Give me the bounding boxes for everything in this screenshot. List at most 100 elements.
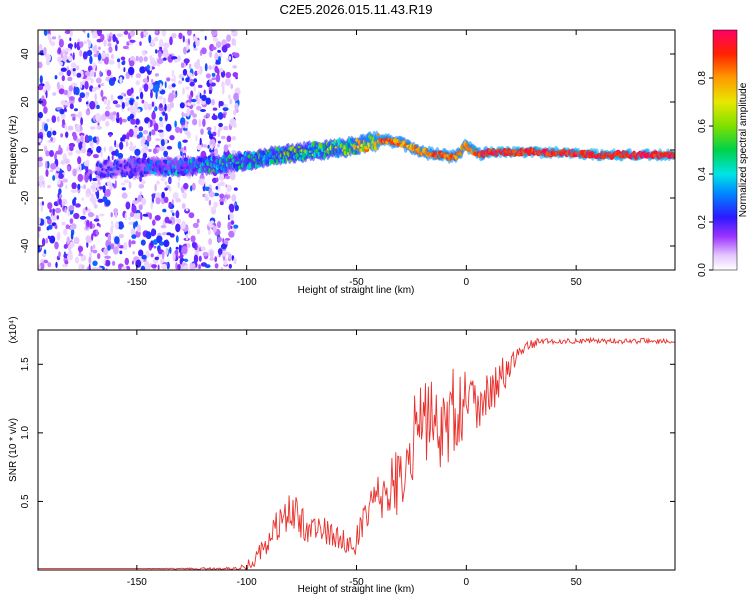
noise-speck [58, 38, 64, 48]
noise-speck [96, 146, 102, 153]
noise-speck [131, 93, 134, 99]
spectrogram-x-tick-label: -50 [349, 277, 364, 288]
noise-speck [58, 71, 64, 76]
snr-x-tick-label: -50 [349, 577, 364, 588]
noise-speck [129, 105, 135, 113]
noise-speck [135, 212, 142, 220]
noise-speck [141, 197, 147, 206]
noise-speck [230, 30, 236, 33]
noise-speck [38, 216, 41, 225]
noise-speck [85, 101, 89, 105]
noise-speck [218, 56, 221, 63]
noise-speck [160, 177, 166, 182]
noise-speck [183, 146, 186, 151]
noise-speck [163, 196, 169, 203]
noise-speck [117, 62, 121, 69]
noise-speck [147, 83, 154, 90]
snr-x-tick-label: -150 [127, 577, 147, 588]
noise-speck [92, 45, 98, 52]
noise-speck [129, 141, 133, 147]
noise-speck [179, 102, 185, 109]
noise-speck [139, 41, 142, 46]
noise-speck [200, 109, 206, 112]
noise-speck [155, 197, 161, 205]
noise-speck [215, 186, 219, 190]
noise-speck [156, 180, 160, 185]
noise-speck [105, 121, 110, 127]
noise-speck [114, 140, 117, 148]
noise-speck [209, 79, 213, 84]
noise-speck [38, 61, 43, 69]
noise-speck [198, 119, 202, 128]
noise-speck [75, 149, 81, 154]
noise-speck [131, 204, 137, 214]
noise-speck [210, 206, 216, 210]
noise-speck [89, 196, 96, 203]
noise-speck [151, 264, 158, 269]
noise-speck [85, 235, 92, 243]
noise-speck [67, 43, 73, 48]
noise-speck [110, 220, 114, 226]
noise-speck [219, 198, 225, 203]
noise-speck [230, 171, 236, 181]
noise-speck [169, 246, 172, 254]
noise-speck [45, 161, 48, 169]
noise-speck [83, 184, 86, 190]
noise-speck [178, 244, 182, 254]
noise-speck [64, 123, 68, 131]
noise-speck [95, 113, 101, 122]
noise-speck [41, 238, 46, 247]
noise-speck [62, 48, 65, 55]
noise-speck [182, 127, 188, 131]
noise-speck [128, 239, 132, 248]
noise-speck [228, 253, 232, 260]
noise-speck [77, 183, 81, 190]
noise-speck [86, 49, 93, 57]
ridge-blob [618, 151, 622, 154]
noise-speck [194, 70, 198, 77]
noise-speck [134, 106, 138, 113]
noise-speck [38, 142, 41, 146]
noise-speck [70, 62, 77, 68]
spectrogram-y-label: Frequency (Hz) [8, 116, 19, 185]
noise-speck [201, 47, 207, 55]
noise-speck [213, 201, 218, 208]
noise-speck [85, 91, 90, 96]
noise-speck [177, 252, 181, 257]
noise-speck [96, 136, 99, 142]
noise-speck [67, 253, 73, 261]
noise-speck [41, 98, 47, 107]
noise-speck [219, 100, 224, 107]
noise-speck [54, 241, 59, 250]
noise-speck [79, 164, 82, 173]
noise-speck [102, 195, 108, 203]
noise-speck [125, 201, 131, 210]
noise-speck [60, 100, 66, 106]
noise-speck [72, 116, 76, 121]
noise-speck [175, 210, 180, 219]
noise-speck [52, 175, 56, 181]
noise-speck [77, 245, 84, 253]
spectrogram-x-tick-label: 50 [571, 277, 583, 288]
noise-speck [100, 34, 105, 41]
noise-speck [123, 30, 129, 35]
noise-speck [215, 61, 221, 65]
noise-speck [119, 117, 123, 125]
noise-speck [154, 256, 160, 261]
noise-speck [155, 91, 158, 100]
noise-speck [175, 223, 181, 233]
noise-speck [115, 143, 119, 148]
noise-speck [97, 52, 102, 61]
spectrogram-y-ticks: -40 -20 0 20 40 [20, 48, 675, 253]
noise-speck [183, 265, 189, 270]
noise-speck [84, 80, 89, 90]
noise-speck [157, 264, 160, 270]
noise-speck [57, 173, 64, 180]
noise-speck [159, 83, 162, 91]
noise-speck [166, 77, 171, 82]
noise-speck [160, 224, 167, 229]
noise-speck [121, 266, 127, 270]
noise-speck [197, 84, 203, 88]
noise-speck [52, 208, 55, 216]
noise-speck [123, 242, 128, 251]
